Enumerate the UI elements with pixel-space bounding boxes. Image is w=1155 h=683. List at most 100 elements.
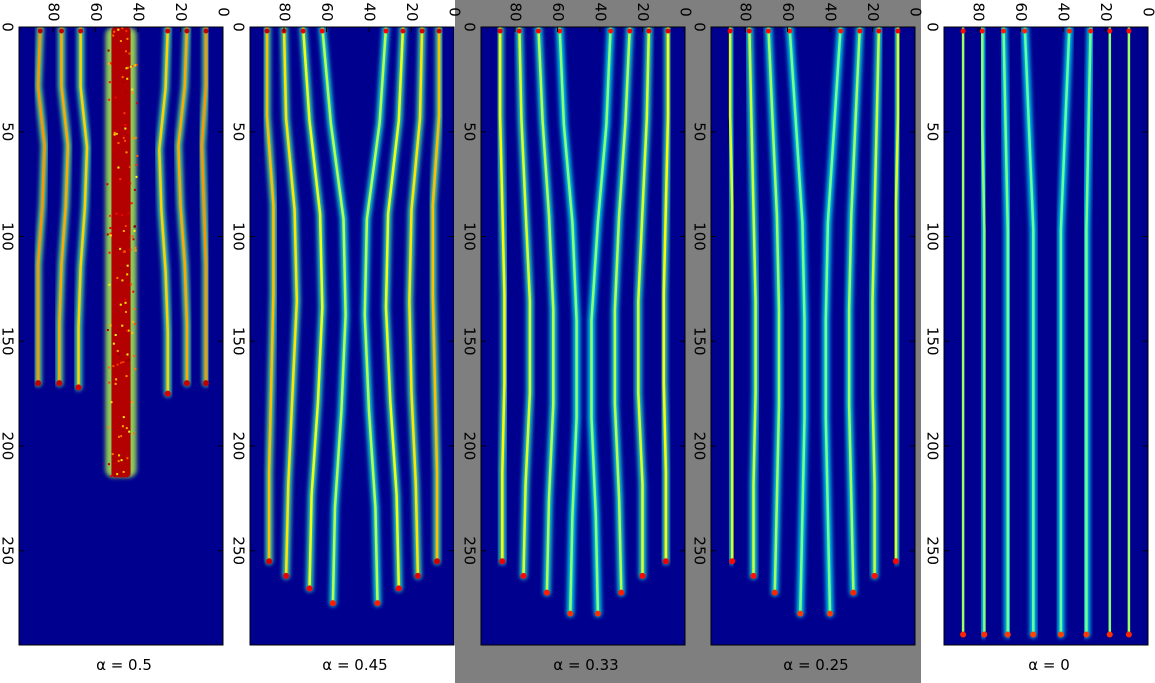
core-speckle — [128, 359, 131, 362]
heatmap-stripe — [824, 27, 842, 615]
core-speckle — [108, 366, 111, 369]
plot-frame — [18, 26, 224, 646]
core-speckle — [115, 132, 118, 135]
depth-tick-label: 50 — [691, 122, 709, 141]
depth-tick-label: 200 — [924, 432, 942, 461]
core-speckle — [125, 67, 128, 70]
core-speckle — [132, 290, 135, 293]
core-speckle — [120, 361, 123, 364]
core-speckle — [114, 84, 117, 87]
core-speckle — [126, 77, 129, 80]
core-speckle — [131, 331, 134, 334]
heatmap-stripe — [1059, 27, 1071, 636]
stripe-tip — [414, 572, 421, 579]
stripe-tip — [827, 610, 833, 617]
core-speckle — [134, 64, 137, 67]
core-speckle — [133, 188, 136, 191]
lateral-tick-label: 40 — [130, 2, 148, 21]
lateral-tick-label: 20 — [864, 2, 882, 21]
core-speckle — [117, 435, 120, 438]
plot-panel-alpha-0-25: 0 50 100 150 200 250 80 60 40 20 0 α = 0.25 — [691, 0, 941, 683]
core-speckle — [106, 183, 109, 186]
core-speckle — [109, 234, 112, 237]
stripe-top — [960, 28, 966, 34]
core-speckle — [134, 368, 137, 371]
stripe-tip — [520, 572, 527, 579]
core-speckle — [133, 308, 136, 311]
heatmap-stripe — [847, 27, 862, 594]
heatmap-stripe — [200, 27, 208, 385]
stripe-top — [535, 28, 541, 34]
core-speckle — [117, 166, 120, 169]
core-speckle — [134, 249, 137, 252]
depth-tick-label: 100 — [461, 222, 479, 251]
core-speckle — [121, 425, 124, 428]
plot-background — [944, 27, 1148, 645]
stripe-top — [436, 28, 442, 34]
core-speckle — [110, 475, 113, 478]
stripe-tip — [283, 572, 290, 579]
stripe-top — [78, 28, 84, 34]
stripe-top — [838, 28, 844, 34]
core-speckle — [109, 324, 112, 327]
depth-tick-label: 0 — [230, 22, 248, 32]
depth-tick-label: 0 — [924, 22, 942, 32]
lateral-tick-label: 80 — [970, 2, 988, 21]
stripe-tip — [183, 380, 190, 387]
lateral-tick-label: 0 — [446, 7, 464, 17]
depth-tick-label: 0 — [0, 22, 17, 32]
stripe-tip — [374, 600, 381, 607]
lateral-tick-label: 80 — [276, 2, 294, 21]
stripe-tip — [306, 585, 313, 592]
lateral-tick-label: 40 — [1055, 2, 1073, 21]
stripe-top — [165, 28, 171, 34]
stripe-tip — [871, 572, 878, 579]
core-speckle — [120, 266, 123, 269]
core-speckle — [130, 400, 133, 403]
heatmap-stripe — [1085, 27, 1092, 636]
core-speckle — [126, 273, 129, 276]
plot-panel-alpha-0-45: 0 50 100 150 200 250 80 60 40 20 0 α = 0.45 — [230, 0, 480, 683]
lateral-tick-label: 40 — [592, 2, 610, 21]
core-speckle — [124, 301, 127, 304]
lateral-tick-label: 40 — [361, 2, 379, 21]
heatmap-stripe — [558, 27, 578, 615]
depth-tick-label: 250 — [461, 536, 479, 565]
core-speckle — [106, 233, 109, 236]
core-speckle — [112, 365, 115, 368]
plot-panel-alpha-0-5: 0 50 100 150 200 250 80 60 40 20 0 α = 0.5 — [0, 0, 249, 683]
lateral-tick-label: 20 — [634, 2, 652, 21]
depth-tick-label: 250 — [230, 536, 248, 565]
stripe-top — [184, 28, 190, 34]
stripe-top — [787, 28, 793, 34]
core-speckle — [115, 212, 118, 215]
core-speckle — [107, 62, 110, 65]
stripe-tip — [56, 380, 63, 387]
stripe-top — [264, 28, 270, 34]
stripe-top — [646, 28, 652, 34]
core-speckle — [136, 154, 139, 157]
core-speckle — [120, 459, 123, 462]
depth-tick-label: 100 — [924, 222, 942, 251]
heatmap-stripe — [384, 27, 405, 590]
stripe-top — [665, 28, 671, 34]
heatmap-stripe — [363, 27, 388, 605]
heatmap-stripe — [1002, 27, 1010, 636]
lateral-tick-label: 0 — [907, 7, 925, 17]
heatmap-stripe — [748, 27, 757, 578]
stripe-top — [1066, 28, 1072, 34]
core-speckle — [132, 137, 135, 140]
core-speckle — [123, 112, 126, 115]
depth-tick-label: 250 — [924, 536, 942, 565]
stripe-tip — [329, 600, 336, 607]
panel-caption: α = 0.25 — [783, 656, 849, 674]
panel-caption: α = 0.45 — [322, 656, 388, 674]
depth-tick-label: 200 — [461, 432, 479, 461]
stripe-top — [1088, 28, 1094, 34]
core-speckle — [131, 88, 134, 91]
heatmap-stripe — [177, 27, 189, 385]
heatmap-layer — [959, 27, 1133, 638]
heatmap-stripe — [590, 27, 612, 615]
